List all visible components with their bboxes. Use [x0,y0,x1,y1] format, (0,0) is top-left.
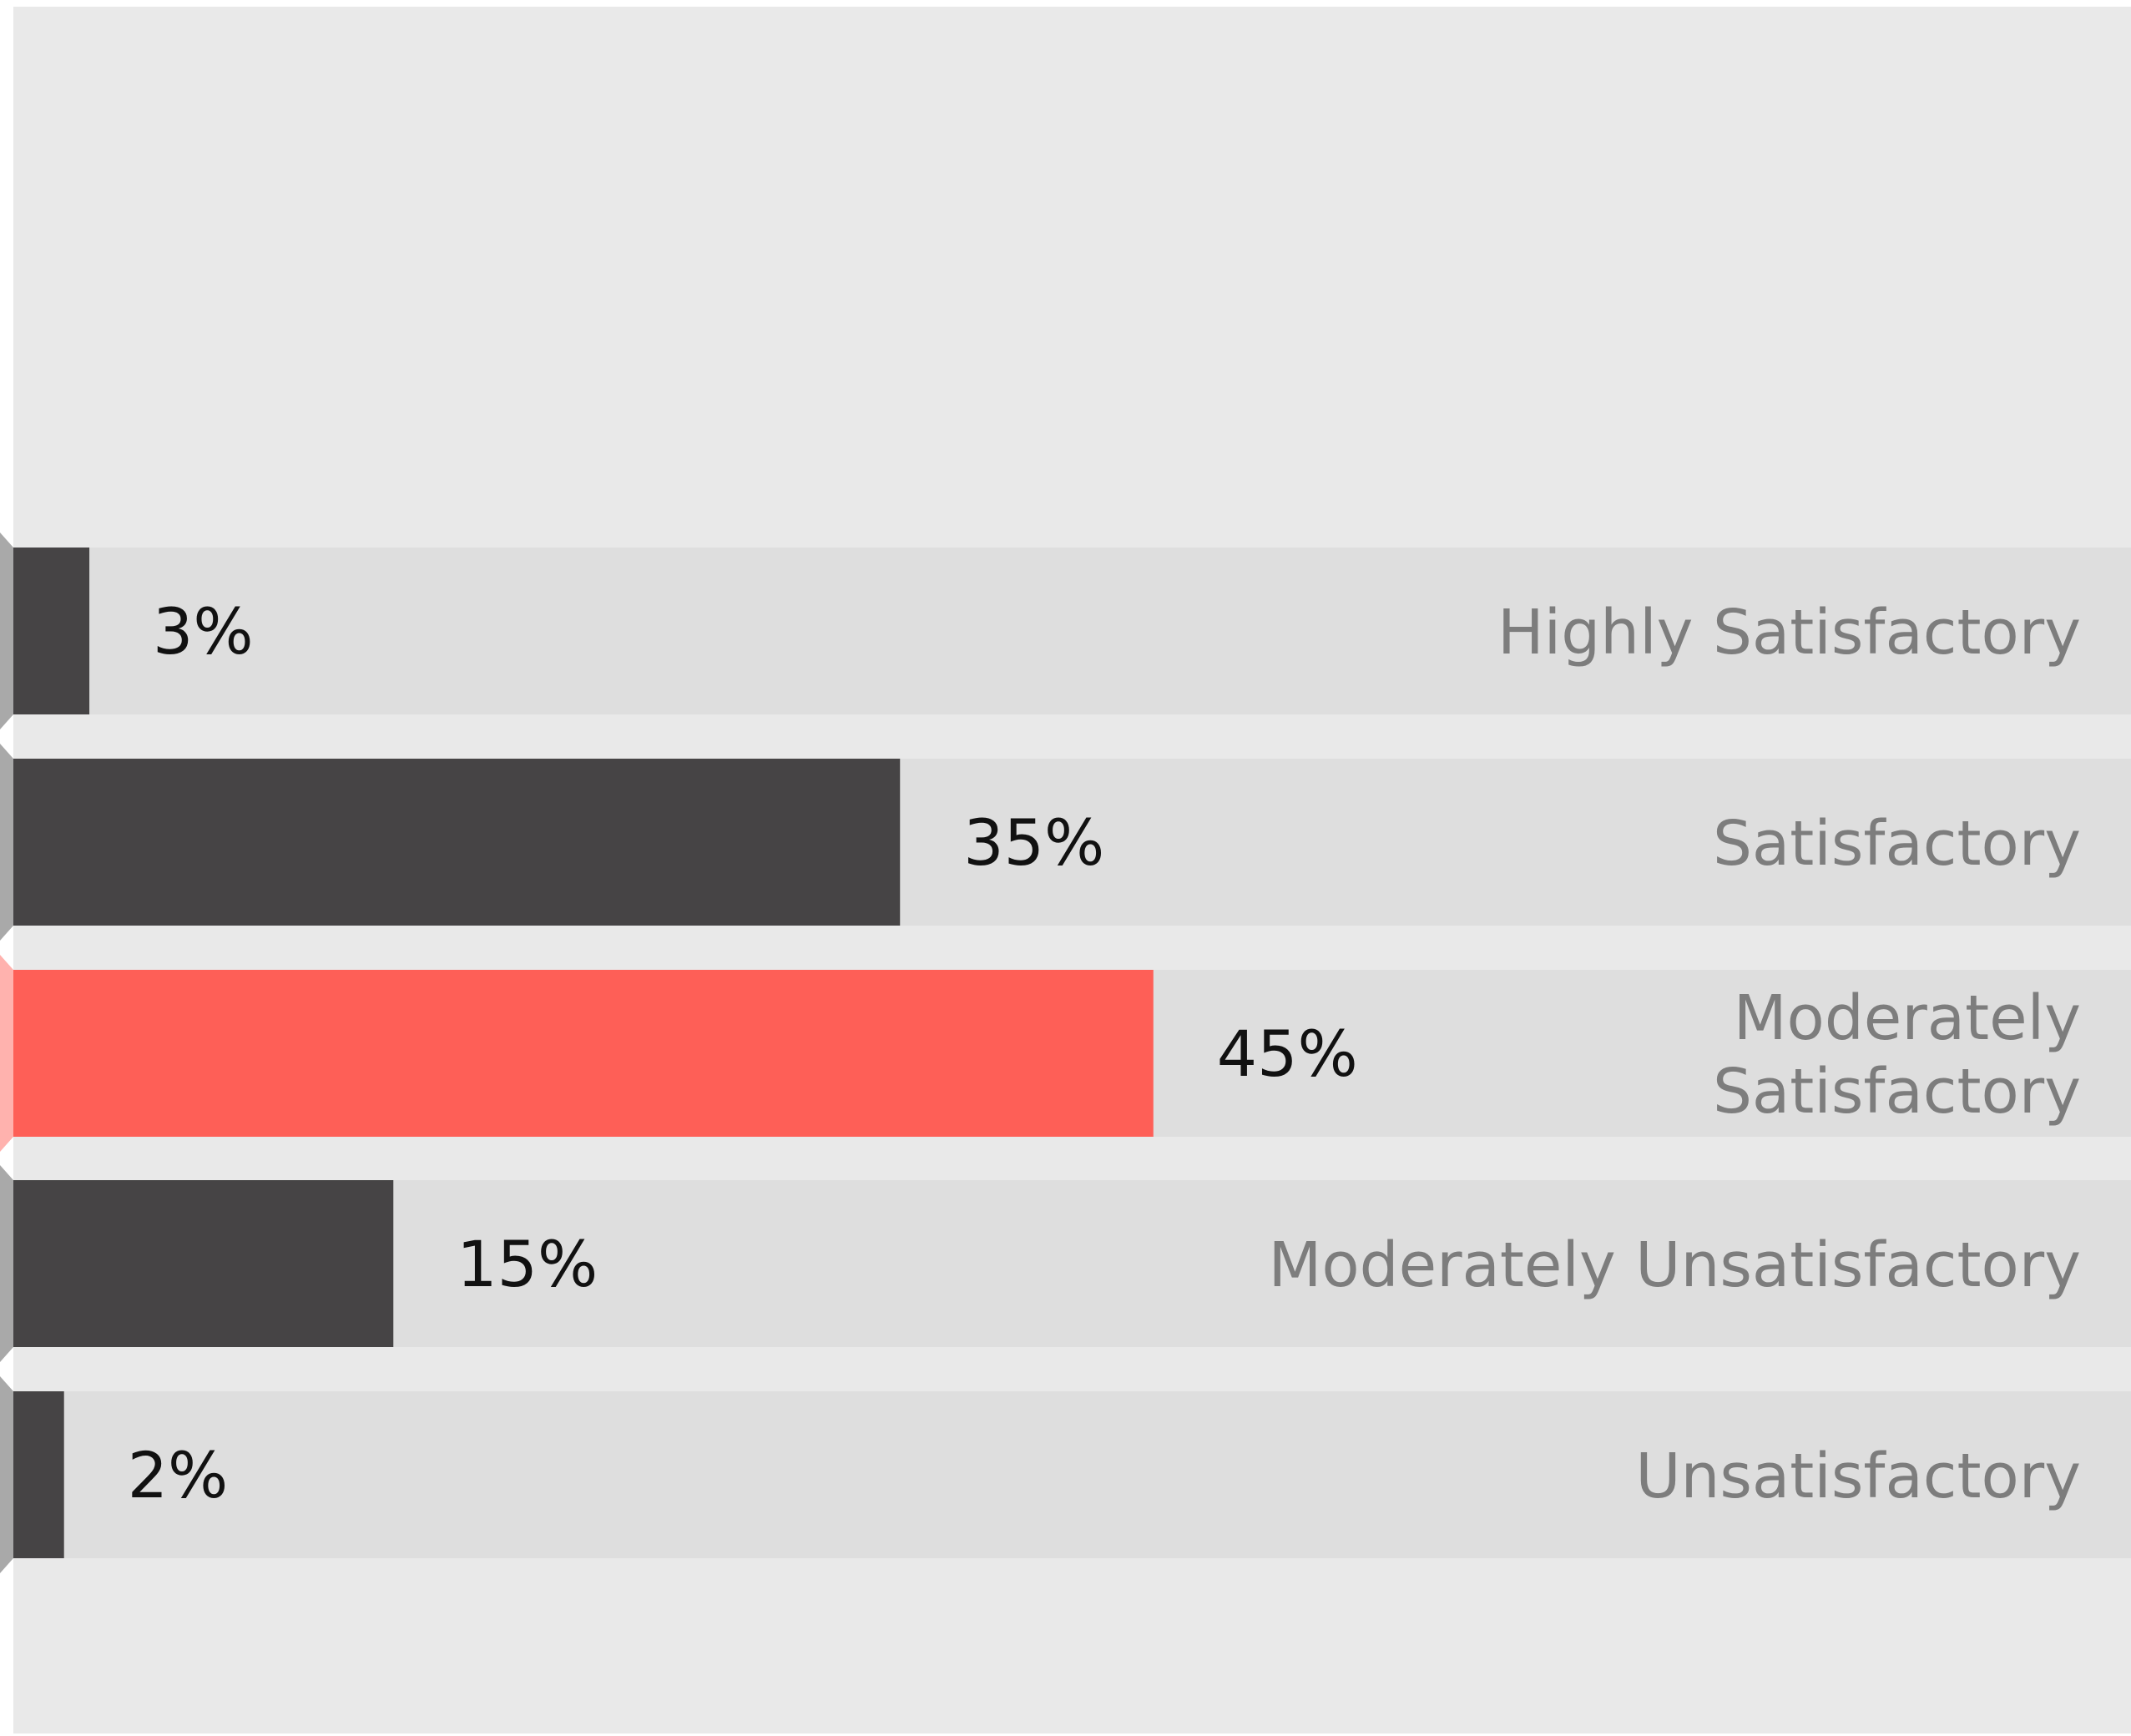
value-label: 15% [457,1227,598,1301]
value-label: 45% [1217,1017,1358,1091]
bar [13,1391,64,1558]
bar-tab [0,1376,13,1573]
value-label: 3% [153,594,254,669]
bar-tab [0,744,13,941]
category-label: Satisfactory [1713,808,2081,880]
bar-track [13,1391,2131,1558]
bar [13,1180,394,1347]
value-label: 2% [128,1438,229,1512]
bar-tab [0,955,13,1152]
bar-tab [0,532,13,729]
bar-highlighted [13,970,1154,1137]
bar [13,548,90,714]
value-label: 35% [963,805,1104,880]
bar-track [13,548,2131,714]
category-label: Moderately Unsatisfactory [1269,1229,2082,1301]
category-label: Unsatisfactory [1635,1441,2081,1512]
bar [13,759,901,926]
category-label: Moderately [1734,982,2081,1054]
category-label: Satisfactory [1713,1056,2081,1128]
category-label: Highly Satisfactory [1497,597,2081,669]
bar-tab [0,1165,13,1362]
